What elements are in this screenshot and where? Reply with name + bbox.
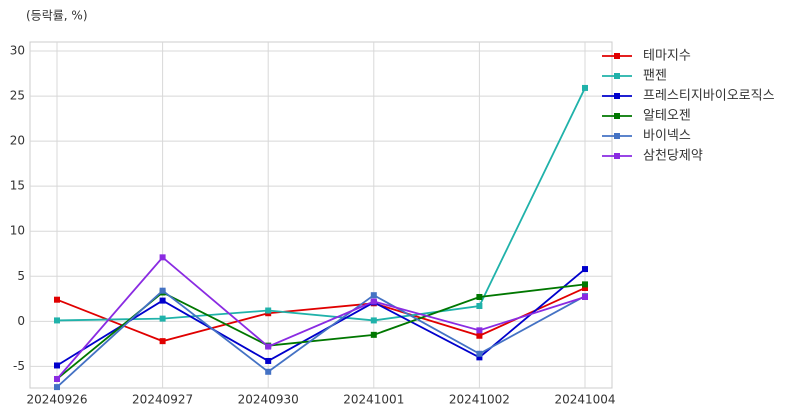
y-tick-label: 30 bbox=[10, 44, 25, 58]
legend-marker bbox=[614, 73, 620, 79]
series-line bbox=[56, 256, 586, 380]
data-point bbox=[370, 298, 377, 305]
x-tick-label: 20241001 bbox=[343, 393, 404, 407]
legend-label: 팬젠 bbox=[643, 69, 667, 84]
x-tick-label: 20240930 bbox=[238, 393, 299, 407]
legend-marker bbox=[614, 153, 620, 159]
legend-label: 프레스티지바이오로직스 bbox=[643, 89, 775, 104]
series-line bbox=[56, 268, 586, 367]
data-point bbox=[370, 331, 377, 338]
series-line bbox=[56, 87, 586, 322]
data-point bbox=[476, 293, 483, 300]
data-point bbox=[476, 327, 483, 334]
data-point bbox=[159, 254, 166, 261]
data-point bbox=[265, 357, 272, 364]
data-point bbox=[582, 84, 588, 91]
y-axis-label: (등락률, %) bbox=[26, 9, 88, 23]
data-point bbox=[54, 375, 60, 382]
legend-label: 알테오젠 bbox=[643, 109, 691, 124]
legend-marker bbox=[614, 113, 620, 119]
data-point bbox=[582, 284, 588, 291]
y-tick-label: -5 bbox=[13, 359, 25, 373]
data-point bbox=[159, 287, 166, 294]
series-line bbox=[56, 289, 586, 388]
legend-label: 바이넥스 bbox=[643, 129, 691, 144]
series-line bbox=[56, 287, 586, 343]
x-tick-label: 20240926 bbox=[26, 393, 87, 407]
data-point bbox=[54, 296, 60, 303]
data-point bbox=[159, 297, 166, 304]
data-point bbox=[582, 281, 588, 288]
x-tick-label: 20241004 bbox=[554, 393, 615, 407]
data-point bbox=[476, 354, 483, 361]
legend-label: 삼천당제약 bbox=[643, 149, 703, 164]
data-point bbox=[370, 317, 377, 324]
data-point bbox=[265, 307, 272, 314]
y-tick-label: 25 bbox=[10, 89, 25, 103]
y-tick-label: 20 bbox=[10, 134, 25, 148]
x-tick-label: 20241002 bbox=[449, 393, 510, 407]
data-point bbox=[476, 303, 483, 310]
legend-marker bbox=[614, 133, 620, 139]
legend-marker bbox=[614, 53, 620, 59]
x-tick-label: 20240927 bbox=[132, 393, 193, 407]
legend-label: 테마지수 bbox=[643, 49, 691, 64]
data-point bbox=[582, 266, 588, 273]
data-point bbox=[159, 315, 166, 322]
y-tick-label: 5 bbox=[17, 269, 25, 283]
y-tick-label: 10 bbox=[10, 224, 25, 238]
y-tick-label: 0 bbox=[17, 314, 25, 328]
data-point bbox=[582, 293, 588, 300]
data-point bbox=[370, 292, 377, 299]
data-point bbox=[476, 332, 483, 339]
legend-marker bbox=[614, 93, 620, 99]
data-point bbox=[265, 368, 272, 375]
data-point bbox=[54, 384, 60, 391]
data-point bbox=[265, 343, 272, 350]
data-point bbox=[159, 338, 166, 345]
data-point bbox=[54, 362, 60, 369]
data-point bbox=[476, 350, 483, 357]
y-tick-label: 15 bbox=[10, 179, 25, 193]
plot-area bbox=[29, 41, 613, 389]
data-point bbox=[54, 317, 60, 324]
